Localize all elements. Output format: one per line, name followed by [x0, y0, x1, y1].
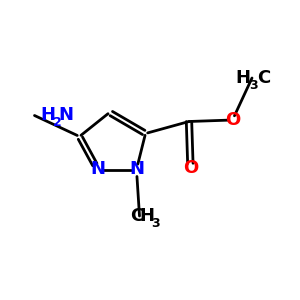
Text: N: N — [58, 106, 74, 124]
Text: H: H — [40, 106, 56, 124]
Text: O: O — [183, 159, 198, 177]
Text: H: H — [236, 69, 250, 87]
Text: O: O — [225, 111, 240, 129]
Text: N: N — [129, 160, 144, 178]
Text: H: H — [140, 207, 154, 225]
Text: C: C — [257, 69, 271, 87]
Text: 3: 3 — [249, 79, 258, 92]
Text: 3: 3 — [152, 217, 160, 230]
Text: N: N — [90, 160, 105, 178]
Text: C: C — [130, 207, 143, 225]
Text: 2: 2 — [52, 116, 62, 130]
